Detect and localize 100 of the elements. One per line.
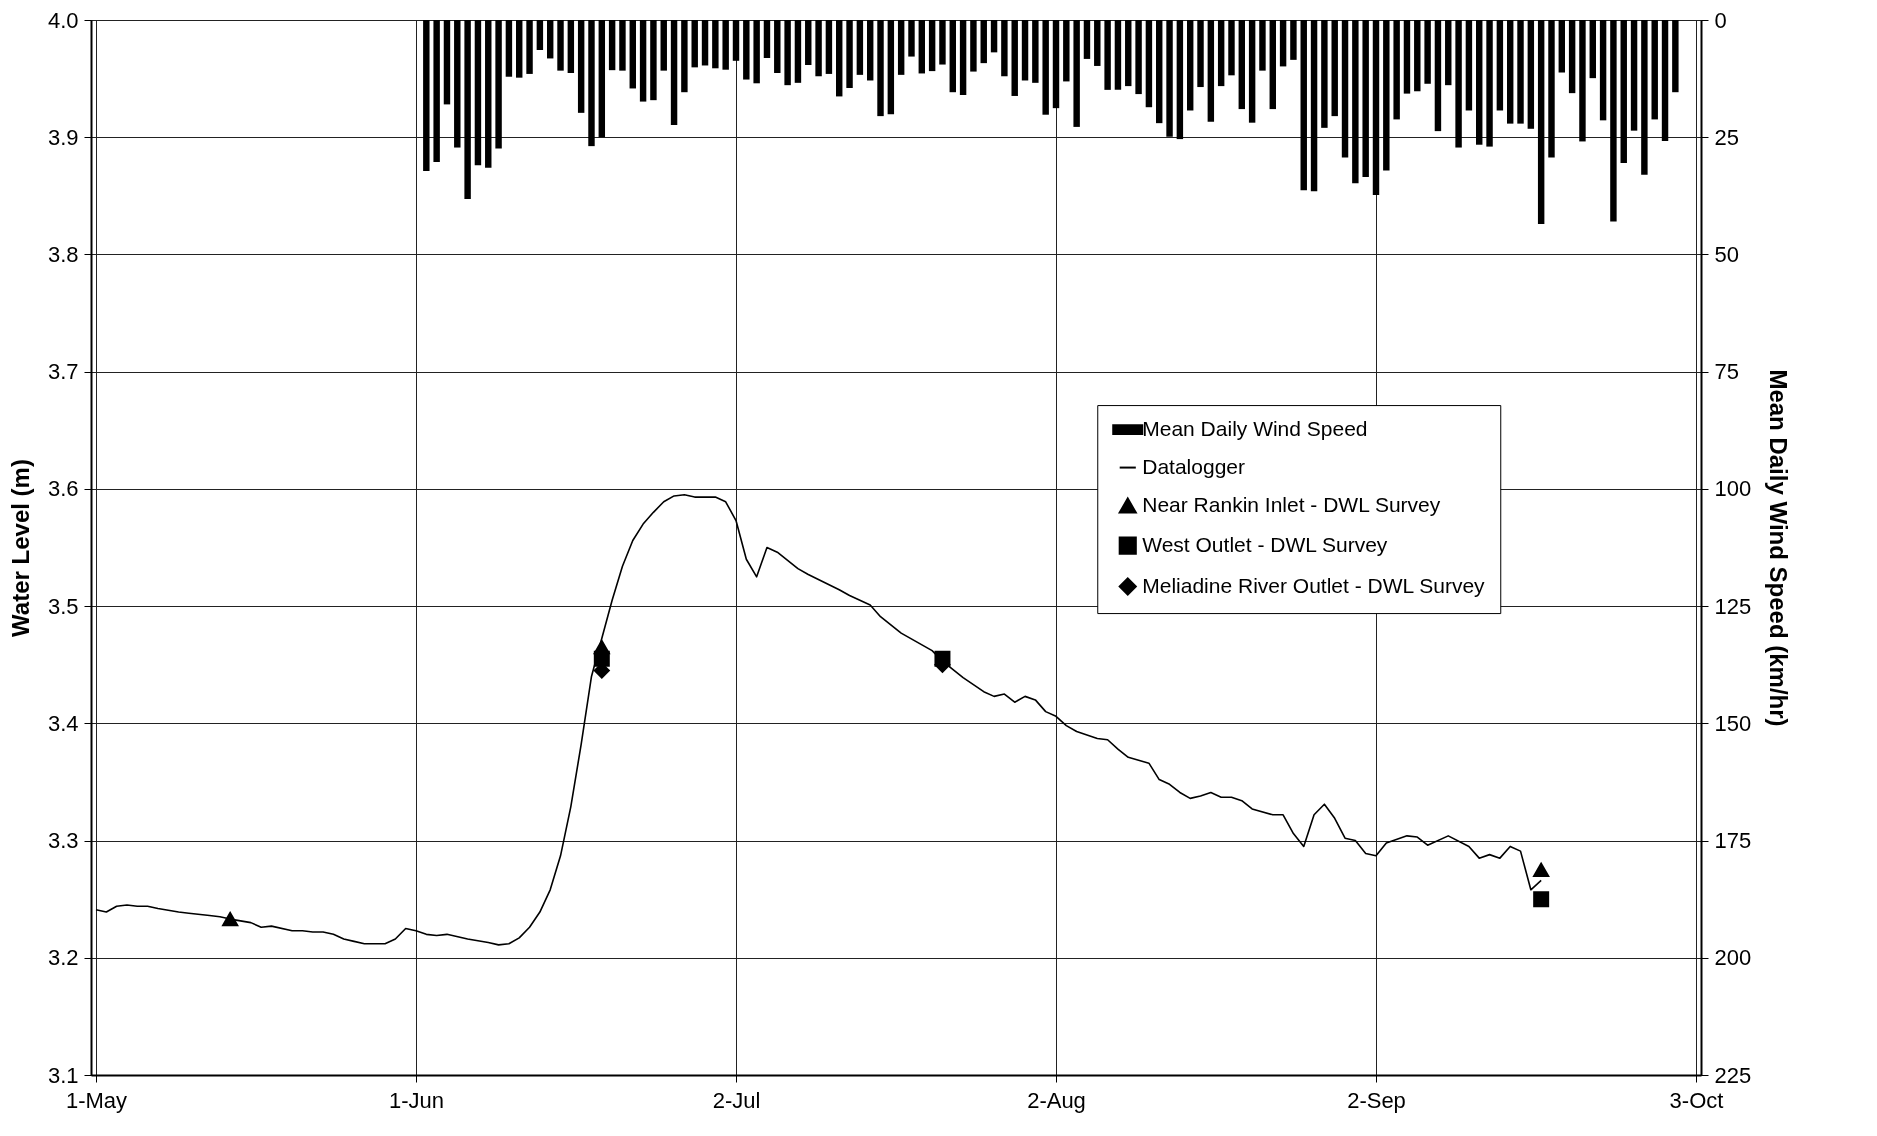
bar	[918, 20, 926, 74]
bar	[681, 20, 688, 93]
x-tick-label: 3-Oct	[1669, 1087, 1724, 1113]
bar	[546, 20, 554, 59]
y-tick-label: 3.4	[47, 710, 79, 736]
bar	[1434, 20, 1442, 132]
point	[222, 912, 239, 927]
y2-tick-label: 50	[1714, 241, 1739, 267]
bar	[1476, 20, 1483, 145]
bar	[1527, 20, 1535, 129]
y2-tick-label: 150	[1714, 710, 1752, 736]
y-axis-title: Water Level (m)	[6, 459, 34, 637]
legend-label: Datalogger	[1142, 454, 1245, 478]
bar	[1579, 20, 1586, 142]
y2-tick-label: 125	[1714, 593, 1752, 619]
y2-tick-label: 200	[1714, 945, 1752, 971]
bar	[433, 20, 440, 163]
bar	[939, 20, 946, 65]
bar	[536, 20, 544, 51]
bar	[1248, 20, 1256, 123]
bar	[670, 20, 678, 126]
x-tick-label: 1-Jun	[388, 1087, 445, 1113]
bar	[1094, 20, 1101, 66]
bar	[1610, 20, 1617, 222]
bar	[1589, 20, 1596, 79]
bar	[1672, 20, 1679, 93]
bar	[526, 20, 533, 74]
bar	[1279, 20, 1287, 67]
bar	[866, 20, 874, 81]
bar	[1125, 20, 1132, 87]
bar	[1661, 20, 1669, 141]
bar	[1537, 20, 1545, 224]
bar	[1259, 20, 1266, 71]
bar	[877, 20, 884, 117]
bar	[1083, 20, 1091, 59]
y-tick-label: 3.1	[47, 1062, 79, 1088]
bar	[1032, 20, 1039, 83]
bar	[980, 20, 987, 64]
bar	[1238, 20, 1246, 110]
bar	[784, 20, 791, 86]
point	[1533, 862, 1550, 877]
point	[593, 650, 610, 667]
bar	[1465, 20, 1473, 111]
bar	[1548, 20, 1555, 158]
y2-tick-label: 25	[1714, 124, 1739, 150]
bar	[577, 20, 585, 113]
bar	[1156, 20, 1163, 124]
bar	[836, 20, 843, 97]
bar	[928, 20, 936, 72]
bar	[423, 20, 430, 171]
y2-tick-label: 175	[1714, 828, 1752, 854]
bar	[774, 20, 781, 73]
bar	[1135, 20, 1142, 95]
legend-label: Meliadine River Outlet - DWL Survey	[1142, 573, 1486, 597]
bar	[805, 20, 812, 66]
bar	[1393, 20, 1400, 120]
bar	[1207, 20, 1215, 122]
bar	[1558, 20, 1566, 73]
point	[1533, 891, 1550, 908]
x-tick-label: 1-May	[65, 1087, 128, 1113]
bar	[753, 20, 760, 84]
bar	[1145, 20, 1153, 108]
bar	[1042, 20, 1049, 115]
bar	[1372, 20, 1380, 195]
bar	[1506, 20, 1514, 124]
bar	[959, 20, 967, 96]
bar	[660, 20, 667, 71]
y-tick-label: 3.6	[47, 476, 79, 502]
bar	[1641, 20, 1648, 175]
bar	[1001, 20, 1008, 77]
bar	[763, 20, 771, 58]
bar	[1290, 20, 1297, 60]
bar	[846, 20, 853, 88]
y2-tick-label: 225	[1714, 1062, 1752, 1088]
y2-tick-label: 75	[1714, 359, 1739, 385]
bar	[1321, 20, 1328, 128]
bar	[970, 20, 977, 72]
bar	[1455, 20, 1462, 148]
bar	[1414, 20, 1421, 92]
bar	[588, 20, 595, 147]
bar	[474, 20, 482, 166]
bar	[743, 20, 750, 80]
y-tick-label: 3.5	[47, 593, 79, 619]
bar	[1568, 20, 1576, 94]
bar	[454, 20, 461, 148]
bar	[516, 20, 523, 78]
bar	[794, 20, 802, 83]
bar	[1517, 20, 1524, 124]
bar	[1011, 20, 1018, 96]
y-tick-label: 3.8	[47, 241, 79, 267]
bar	[1228, 20, 1235, 76]
bar	[815, 20, 822, 77]
bar	[443, 20, 451, 105]
bar	[897, 20, 905, 75]
line-series	[95, 493, 1542, 946]
y-tick-label: 3.3	[47, 828, 79, 854]
bar	[856, 20, 864, 75]
bar	[1104, 20, 1111, 90]
bar	[1496, 20, 1504, 111]
bar	[887, 20, 895, 115]
